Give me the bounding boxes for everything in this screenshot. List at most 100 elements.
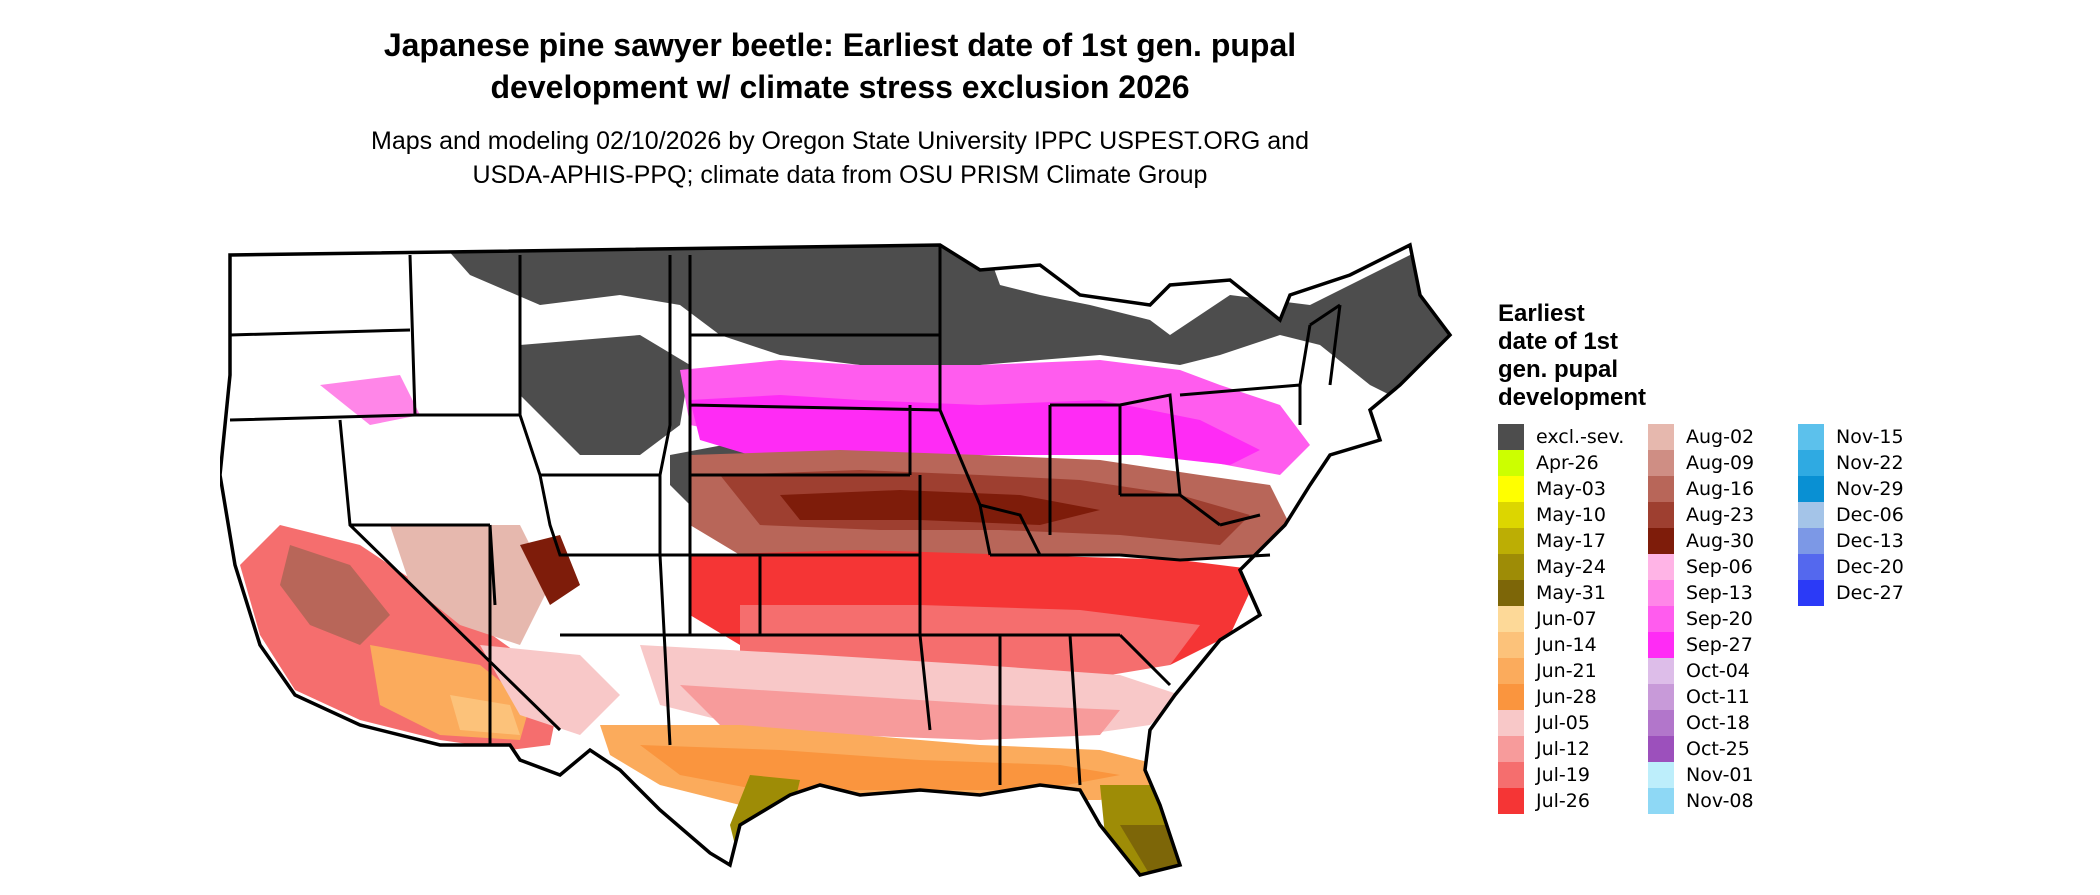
legend-label: Aug-02 <box>1686 426 1755 448</box>
legend-title-line-1: Earliest <box>1498 300 1585 327</box>
map-title: Japanese pine sawyer beetle: Earliest da… <box>230 24 1450 108</box>
legend-item: Jun-07 <box>1498 606 1648 632</box>
legend-label: excl.-sev. <box>1536 426 1625 448</box>
map-subtitle-line-1: Maps and modeling 02/10/2026 by Oregon S… <box>371 127 1309 155</box>
legend-swatch <box>1648 424 1674 450</box>
legend-item: Apr-26 <box>1498 450 1648 476</box>
legend-item: Dec-13 <box>1798 528 1948 554</box>
legend-label: Jul-26 <box>1536 790 1590 812</box>
legend-item: Oct-04 <box>1648 658 1798 684</box>
legend-label: Dec-27 <box>1836 582 1904 604</box>
legend-item: Sep-13 <box>1648 580 1798 606</box>
legend-swatch <box>1498 554 1524 580</box>
legend-item: Aug-16 <box>1648 476 1798 502</box>
legend-item: Nov-15 <box>1798 424 1948 450</box>
legend-item: Aug-02 <box>1648 424 1798 450</box>
legend-item: May-24 <box>1498 554 1648 580</box>
legend-item: Jun-28 <box>1498 684 1648 710</box>
legend-swatch <box>1798 554 1824 580</box>
legend-label: Dec-13 <box>1836 530 1904 552</box>
legend-item: Jul-19 <box>1498 762 1648 788</box>
legend-column: Aug-02 Aug-09 Aug-16 Aug-23 Aug-30 Sep-06 Sep-… <box>1648 424 1798 814</box>
legend-swatch <box>1648 788 1674 814</box>
legend-swatch <box>1498 684 1524 710</box>
legend-item: Sep-06 <box>1648 554 1798 580</box>
legend-swatch <box>1648 528 1674 554</box>
legend-item: Aug-23 <box>1648 502 1798 528</box>
legend-label: Jun-28 <box>1536 686 1597 708</box>
legend-swatch <box>1798 476 1824 502</box>
us-phenology-map <box>220 243 1452 877</box>
legend-swatch <box>1798 424 1824 450</box>
map-title-line-1: Japanese pine sawyer beetle: Earliest da… <box>383 27 1297 63</box>
legend-label: Aug-23 <box>1686 504 1755 526</box>
legend-label: Dec-20 <box>1836 556 1904 578</box>
legend-item: Nov-29 <box>1798 476 1948 502</box>
legend-swatch <box>1798 450 1824 476</box>
legend-label: Jun-14 <box>1536 634 1597 656</box>
legend-label: Sep-20 <box>1686 608 1753 630</box>
legend-item: Nov-01 <box>1648 762 1798 788</box>
legend-swatch <box>1648 710 1674 736</box>
legend-label: Nov-08 <box>1686 790 1754 812</box>
legend-swatch <box>1648 632 1674 658</box>
legend-label: Dec-06 <box>1836 504 1904 526</box>
legend-swatch <box>1648 736 1674 762</box>
legend-swatch <box>1498 788 1524 814</box>
legend-item: Aug-30 <box>1648 528 1798 554</box>
legend-item: May-10 <box>1498 502 1648 528</box>
legend-label: Jul-12 <box>1536 738 1590 760</box>
legend-label: Jul-19 <box>1536 764 1590 786</box>
legend-swatch <box>1498 632 1524 658</box>
legend-label: May-24 <box>1536 556 1606 578</box>
legend-columns: excl.-sev. Apr-26 May-03 May-10 May-17 May-24… <box>1498 424 1948 814</box>
legend-swatch <box>1798 580 1824 606</box>
legend-label: Nov-15 <box>1836 426 1904 448</box>
legend-swatch <box>1498 658 1524 684</box>
legend-item: Dec-27 <box>1798 580 1948 606</box>
legend-column: Nov-15 Nov-22 Nov-29 Dec-06 Dec-13 Dec-20 Dec-… <box>1798 424 1948 814</box>
legend-swatch <box>1648 450 1674 476</box>
legend-item: Dec-06 <box>1798 502 1948 528</box>
legend-swatch <box>1648 606 1674 632</box>
legend-label: Sep-27 <box>1686 634 1753 656</box>
legend-swatch <box>1498 502 1524 528</box>
legend-swatch <box>1798 528 1824 554</box>
legend-label: Nov-29 <box>1836 478 1904 500</box>
legend-swatch <box>1648 762 1674 788</box>
legend-item: Jul-26 <box>1498 788 1648 814</box>
legend-item: Sep-20 <box>1648 606 1798 632</box>
legend-item: May-03 <box>1498 476 1648 502</box>
legend-label: Nov-01 <box>1686 764 1754 786</box>
legend-label: Aug-09 <box>1686 452 1755 474</box>
legend-title-line-4: development <box>1498 384 1647 411</box>
legend-swatch <box>1648 502 1674 528</box>
legend-label: Jun-21 <box>1536 660 1597 682</box>
legend-label: Aug-30 <box>1686 530 1755 552</box>
legend-item: excl.-sev. <box>1498 424 1648 450</box>
state-borders <box>220 243 1452 877</box>
legend-label: Jun-07 <box>1536 608 1597 630</box>
phenology-fill-layer <box>220 245 1450 875</box>
legend-swatch <box>1648 658 1674 684</box>
legend-swatch <box>1498 528 1524 554</box>
legend-item: Jun-14 <box>1498 632 1648 658</box>
legend-item: Oct-11 <box>1648 684 1798 710</box>
legend-swatch <box>1498 580 1524 606</box>
legend-item: Nov-22 <box>1798 450 1948 476</box>
legend-label: Sep-06 <box>1686 556 1753 578</box>
legend-swatch <box>1498 450 1524 476</box>
legend-label: Aug-16 <box>1686 478 1755 500</box>
legend-label: May-17 <box>1536 530 1606 552</box>
map-title-line-2: development w/ climate stress exclusion … <box>490 69 1190 105</box>
legend-item: Aug-09 <box>1648 450 1798 476</box>
title-block: Japanese pine sawyer beetle: Earliest da… <box>230 24 1450 192</box>
legend-swatch <box>1498 736 1524 762</box>
legend-label: Nov-22 <box>1836 452 1904 474</box>
legend-swatch <box>1498 424 1524 450</box>
legend-title-line-2: date of 1st <box>1498 328 1619 355</box>
legend-label: Oct-11 <box>1686 686 1750 708</box>
legend-label: Oct-25 <box>1686 738 1750 760</box>
legend-item: Jul-05 <box>1498 710 1648 736</box>
legend-swatch <box>1648 580 1674 606</box>
